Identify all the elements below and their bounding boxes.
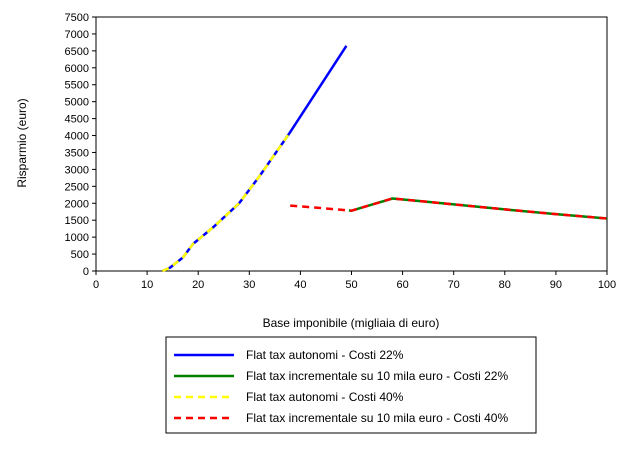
y-tick-label: 6000 (65, 63, 89, 75)
legend-entry-3: Flat tax autonomi - Costi 40% (246, 390, 404, 404)
legend-entry-2: Flat tax incrementale su 10 mila euro - … (246, 369, 508, 383)
y-tick-label: 5500 (65, 80, 89, 92)
series-layer (161, 45, 608, 273)
x-tick-label: 70 (448, 279, 460, 291)
y-tick-label: 500 (71, 249, 89, 261)
x-tick-label: 20 (192, 279, 204, 291)
x-tick-label: 100 (598, 279, 616, 291)
x-tick-label: 50 (345, 279, 357, 291)
y-tick-label: 4500 (65, 114, 89, 126)
y-tick-label: 4000 (65, 131, 89, 143)
x-tick-label: 10 (141, 279, 153, 291)
y-tick-label: 0 (83, 266, 89, 278)
y-axis-label: Risparmio (euro) (15, 98, 29, 187)
legend-entry-1: Flat tax autonomi - Costi 22% (246, 348, 404, 362)
series-line-4 (290, 197, 608, 220)
plot-frame (95, 16, 608, 272)
x-tick-label: 0 (93, 279, 99, 291)
y-tick-label: 1500 (65, 215, 89, 227)
x-tick-label: 30 (243, 279, 255, 291)
x-tick-label: 90 (550, 279, 562, 291)
y-tick-label: 1000 (65, 232, 89, 244)
series-line-3 (161, 131, 292, 273)
x-tick-label: 40 (294, 279, 306, 291)
y-tick-label: 3000 (65, 164, 89, 176)
y-tick-label: 2500 (65, 181, 89, 193)
series-line-1 (161, 45, 348, 273)
y-tick-label: 6500 (65, 46, 89, 58)
axes: 0500100015002000250030003500400045005000… (65, 12, 617, 291)
x-tick-label: 60 (396, 279, 408, 291)
legend: Flat tax autonomi - Costi 22% Flat tax in… (165, 336, 537, 434)
y-tick-label: 2000 (65, 198, 89, 210)
y-tick-label: 3500 (65, 147, 89, 159)
y-tick-label: 7500 (65, 12, 89, 24)
y-tick-label: 5000 (65, 97, 89, 109)
legend-entry-4: Flat tax incrementale su 10 mila euro - … (246, 411, 508, 425)
x-axis-label: Base imponibile (migliaia di euro) (263, 316, 440, 330)
x-tick-label: 80 (499, 279, 511, 291)
y-tick-label: 7000 (65, 29, 89, 41)
